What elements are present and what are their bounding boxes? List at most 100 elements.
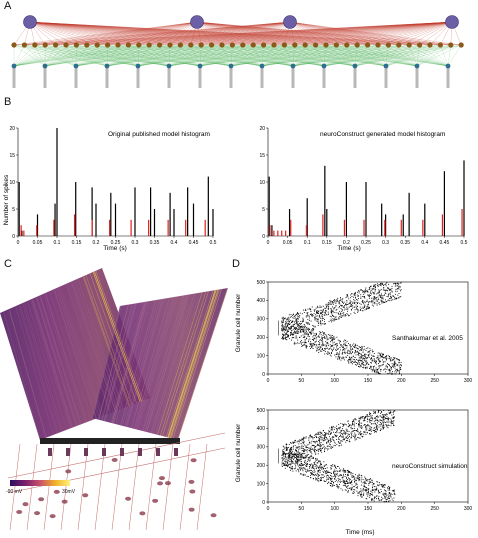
spike-dot xyxy=(342,347,344,349)
spike-dot xyxy=(348,306,350,308)
spike-dot xyxy=(300,457,302,459)
spike-dot xyxy=(376,357,378,359)
spike-dot xyxy=(375,429,377,430)
spike-dot xyxy=(349,358,351,360)
spike-dot xyxy=(361,356,362,358)
spike-dot xyxy=(316,318,318,320)
spike-dot xyxy=(302,328,304,330)
spike-dot xyxy=(359,424,360,426)
spike-dot xyxy=(291,466,293,468)
spike-dot xyxy=(335,470,337,472)
connection-green xyxy=(190,44,201,67)
connection-green xyxy=(55,44,170,67)
spike-dot xyxy=(292,454,293,456)
spike-dot xyxy=(384,356,386,358)
spike-dot xyxy=(288,335,290,336)
spike-dot xyxy=(374,411,376,413)
spike-dot xyxy=(306,470,308,472)
spike-dot xyxy=(360,490,361,492)
spike-dot xyxy=(307,469,309,471)
spike-dot xyxy=(338,445,340,447)
histogram-bar xyxy=(109,219,111,236)
spike-dot xyxy=(302,451,304,453)
spike-dot xyxy=(349,356,351,358)
spike-dot xyxy=(322,319,323,321)
spike-dot xyxy=(378,291,380,293)
spike-dot xyxy=(364,479,366,481)
spike-dot xyxy=(352,363,353,365)
spike-dot xyxy=(363,433,365,435)
histogram-bar xyxy=(56,128,58,236)
spike-dot xyxy=(334,427,336,429)
spike-dot xyxy=(291,457,293,459)
spike-dot xyxy=(374,496,376,498)
connection-red xyxy=(289,21,431,46)
dendrite-line xyxy=(40,296,82,425)
cell-body xyxy=(157,481,164,486)
spike-dot xyxy=(300,328,302,330)
spike-dot xyxy=(381,282,383,284)
spike-dot xyxy=(372,355,374,357)
connection-green xyxy=(201,44,232,67)
spike-dot xyxy=(290,453,292,455)
spike-dot xyxy=(299,314,301,316)
spike-dot xyxy=(373,292,375,294)
spike-dot xyxy=(328,304,330,305)
spike-dot xyxy=(321,451,323,453)
connection-green xyxy=(107,44,232,67)
spike-dot xyxy=(377,285,379,286)
spike-dot xyxy=(310,332,311,333)
dendrite-line xyxy=(167,290,216,438)
spike-dot xyxy=(304,342,306,344)
spike-dot xyxy=(293,325,295,327)
spike-dot xyxy=(361,433,363,435)
spike-dot xyxy=(316,310,318,312)
spike-dot xyxy=(383,492,385,494)
histogram-bar xyxy=(150,187,152,236)
spike-dot xyxy=(342,430,344,432)
connection-green xyxy=(128,44,232,67)
spike-dot xyxy=(292,443,294,444)
spike-dot xyxy=(348,423,349,425)
spike-dot xyxy=(370,433,372,435)
connection-green xyxy=(106,44,223,67)
spike-dot xyxy=(358,425,360,427)
connection-green xyxy=(292,44,306,67)
spike-dot xyxy=(364,304,366,306)
spike-dot xyxy=(318,436,320,438)
spike-dot xyxy=(380,300,382,302)
connection-green xyxy=(168,44,306,67)
x-tick-label: 0.35 xyxy=(400,240,410,246)
spike-dot xyxy=(345,441,347,443)
x-tick-label: 0.2 xyxy=(343,240,350,246)
spike-dot xyxy=(302,341,304,343)
spike-dot xyxy=(350,309,352,310)
spike-dot xyxy=(386,369,388,371)
spike-dot xyxy=(390,359,392,361)
spike-dot xyxy=(286,447,288,449)
spike-dot xyxy=(372,481,373,483)
colorbar xyxy=(10,480,70,486)
spike-dot xyxy=(351,431,353,432)
spike-dot xyxy=(368,488,370,490)
spike-dot xyxy=(295,343,297,345)
spike-dot xyxy=(380,425,382,427)
connection-green xyxy=(354,44,420,67)
spike-dot xyxy=(371,301,373,303)
spike-dot xyxy=(350,472,352,474)
spike-dot xyxy=(354,489,356,491)
spike-dot xyxy=(380,369,381,371)
dendrite-line xyxy=(22,304,62,432)
connection-green xyxy=(24,44,77,67)
spike-dot xyxy=(291,468,293,470)
spike-dot xyxy=(391,285,393,287)
spike-dot xyxy=(347,314,349,316)
spike-dot xyxy=(358,357,360,359)
spike-dot xyxy=(344,339,346,341)
spike-dot xyxy=(362,295,364,297)
spike-dot xyxy=(376,481,378,483)
spike-dot xyxy=(339,479,341,481)
connection-green xyxy=(305,44,356,67)
spike-dot xyxy=(387,294,389,296)
spike-dot xyxy=(284,323,286,325)
